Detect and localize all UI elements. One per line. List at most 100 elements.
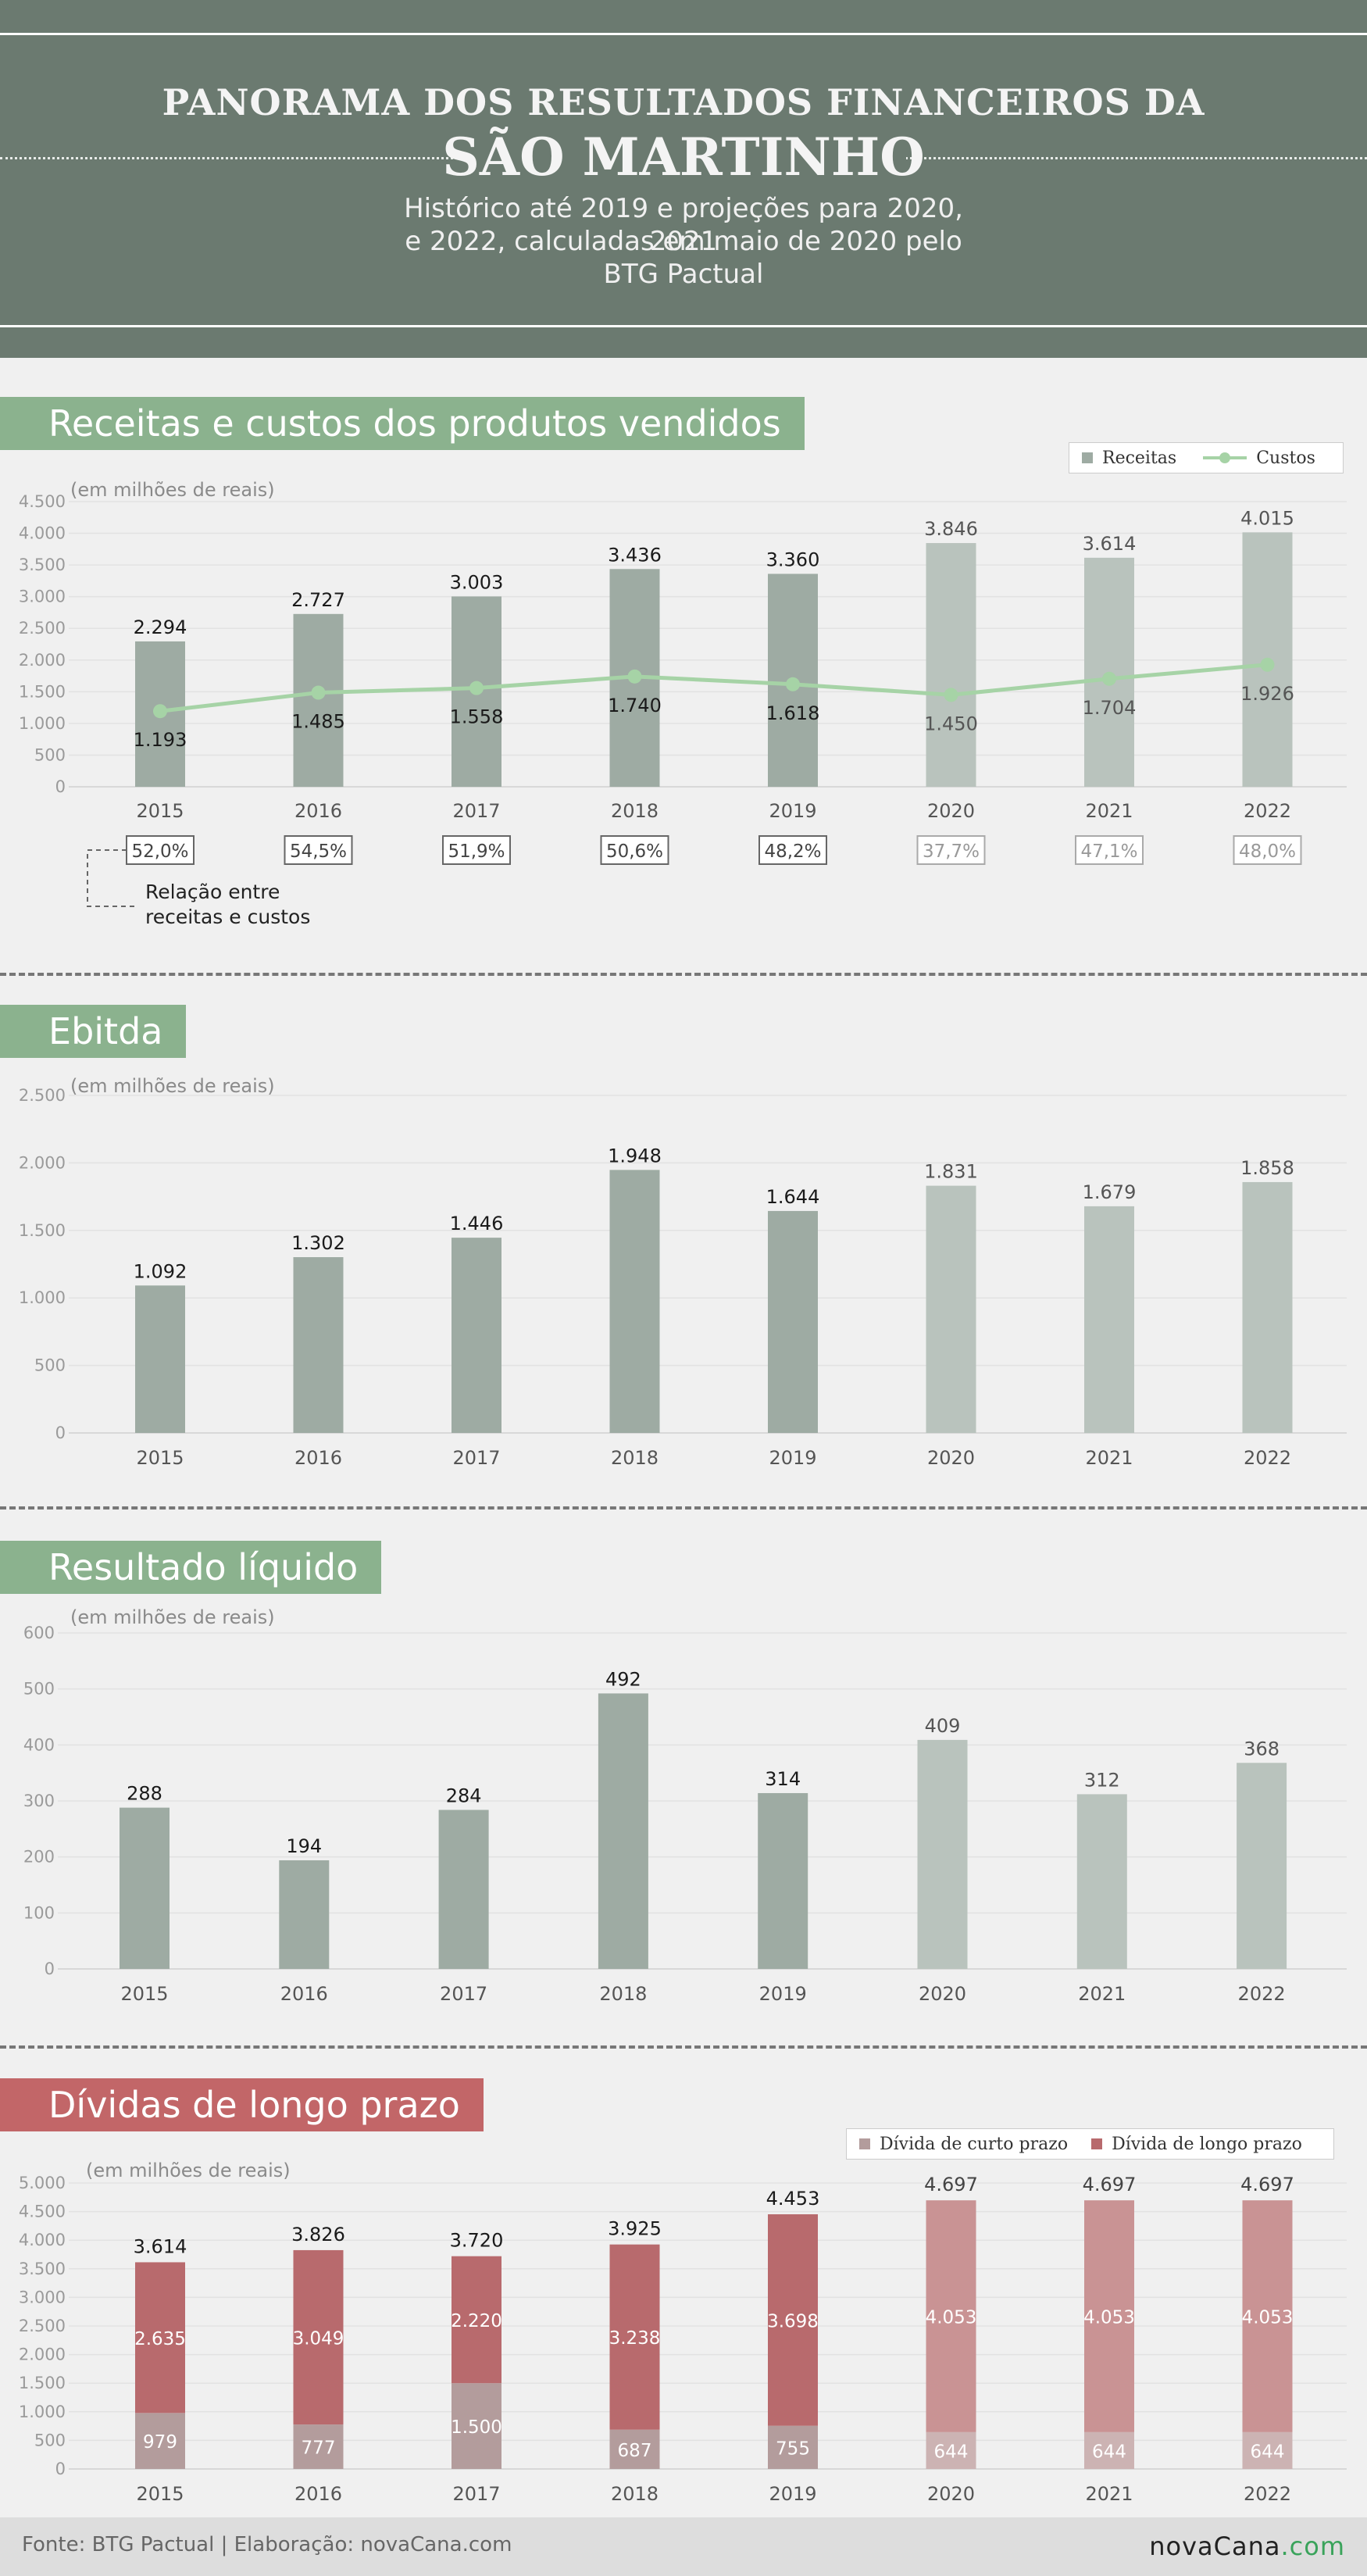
- y-tick-label: 100: [23, 1903, 55, 1922]
- ratio-box: [600, 835, 669, 865]
- x-tick-label: 2022: [1244, 2483, 1291, 2505]
- x-tick-label: 2016: [294, 2483, 342, 2505]
- bar-ebitda-2015: [135, 1285, 185, 1433]
- ratio-label: 50,6%: [606, 841, 663, 862]
- bar-receitas-2016: [293, 613, 344, 787]
- y-tick-label: 3.000: [19, 2288, 66, 2306]
- y-tick-label: 2.500: [19, 1086, 66, 1105]
- x-tick-label: 2016: [294, 800, 342, 822]
- data-label-receitas: 3.436: [608, 544, 662, 566]
- data-label-custos: 1.618: [766, 702, 820, 724]
- bar-divida-longo-2018: [609, 2244, 660, 2430]
- y-tick-label: 4.000: [19, 2231, 66, 2249]
- bar-divida-curto-2021: [1084, 2431, 1134, 2469]
- bar-divida-curto-2015: [135, 2413, 185, 2469]
- data-label-curto: 1.500: [451, 2417, 502, 2438]
- data-label-total: 4.697: [924, 2174, 978, 2195]
- bar-divida-curto-2018: [609, 2429, 660, 2469]
- x-tick-label: 2021: [1078, 1983, 1126, 2005]
- header-title-line2: SÃO MARTINHO: [442, 127, 925, 188]
- bar-receitas-2020: [926, 543, 976, 787]
- chart-ebitda: 0 500 1.000 1.500 2.000 2.500 (em milhões de r…: [19, 1075, 1347, 1469]
- section-title-dividas: Dívidas de longo prazo: [0, 2078, 484, 2131]
- footer-logo: novaCana.com: [1149, 2531, 1345, 2561]
- data-label-ebitda: 1.679: [1083, 1181, 1137, 1203]
- data-label-receitas: 4.015: [1240, 507, 1294, 529]
- legend-swatch-longo: [1091, 2138, 1103, 2149]
- bar-resultado-2017: [438, 1810, 489, 1969]
- x-tick-label: 2015: [136, 2483, 184, 2505]
- data-label-resultado: 312: [1084, 1769, 1120, 1791]
- ratio-box: [284, 835, 353, 865]
- y-tick-label: 3.500: [19, 2260, 66, 2278]
- bar-ebitda-2021: [1084, 1206, 1134, 1433]
- data-label-resultado: 194: [286, 1835, 322, 1857]
- section-divider-3: [0, 2045, 1367, 2049]
- y-tick-label: 2.000: [19, 2346, 66, 2364]
- header-bottom-rule: [0, 325, 1367, 327]
- footer: Fonte: BTG Pactual | Elaboração: novaCan…: [0, 2517, 1367, 2576]
- data-label-longo: 2.220: [451, 2311, 502, 2331]
- bar-divida-longo-2020: [926, 2200, 976, 2432]
- point-custos-2016: [311, 685, 326, 700]
- chart-receitas: 0 500 1.000 1.500 2.000 2.500 3.000 3.500 4.000 4…: [19, 479, 1347, 928]
- y-tick-label: 2.500: [19, 2317, 66, 2335]
- section-title-receitas: Receitas e custos dos produtos vendidos: [0, 397, 805, 450]
- unit-label: (em milhões de reais): [86, 2160, 291, 2181]
- data-label-ebitda: 1.831: [924, 1161, 978, 1183]
- x-tick-label: 2015: [120, 1983, 168, 2005]
- data-label-curto: 644: [934, 2442, 969, 2462]
- bar-divida-curto-2017: [452, 2383, 501, 2469]
- data-label-longo: 2.635: [134, 2329, 186, 2349]
- x-tick-label: 2022: [1238, 1983, 1286, 2005]
- data-label-total: 4.697: [1240, 2174, 1294, 2195]
- data-label-total: 3.826: [291, 2224, 345, 2246]
- data-label-resultado: 409: [925, 1715, 961, 1737]
- data-label-receitas: 3.614: [1083, 533, 1137, 555]
- data-label-resultado: 284: [446, 1785, 482, 1806]
- bar-resultado-2022: [1237, 1763, 1287, 1969]
- bar-ebitda-2017: [452, 1238, 501, 1433]
- ratio-box: [1233, 835, 1302, 865]
- x-tick-label: 2015: [136, 800, 184, 822]
- data-label-total: 4.453: [766, 2188, 820, 2210]
- x-tick-label: 2020: [927, 2483, 975, 2505]
- y-tick-label: 200: [23, 1848, 55, 1867]
- legend-swatch-receitas: [1082, 452, 1093, 463]
- legend-swatch-custos: [1203, 452, 1247, 463]
- y-tick-label: 2.000: [19, 651, 66, 670]
- x-tick-label: 2016: [294, 1447, 342, 1469]
- data-label-custos: 1.926: [1240, 683, 1294, 705]
- y-tick-label: 500: [34, 1356, 66, 1375]
- x-tick-label: 2020: [927, 1447, 975, 1469]
- data-label-custos: 1.740: [608, 695, 662, 716]
- ratio-box: [916, 835, 986, 865]
- legend-item-longo: Dívida de longo prazo: [1091, 2135, 1302, 2154]
- section-divider-2: [0, 1506, 1367, 1510]
- x-tick-label: 2017: [452, 2483, 500, 2505]
- legend-label-custos: Custos: [1256, 448, 1315, 468]
- bar-resultado-2016: [279, 1860, 330, 1969]
- header-title-mask: [461, 125, 906, 191]
- bar-resultado-2020: [917, 1739, 968, 1969]
- bar-resultado-2015: [120, 1807, 170, 1969]
- data-label-longo: 4.053: [1083, 2308, 1135, 2328]
- x-tick-label: 2018: [611, 800, 659, 822]
- data-label-longo: 3.698: [767, 2311, 819, 2331]
- data-label-custos: 1.558: [450, 706, 504, 728]
- ratio-label: 48,2%: [764, 841, 821, 862]
- data-label-custos: 1.193: [134, 729, 187, 751]
- y-tick-label: 500: [34, 2431, 66, 2449]
- y-tick-label: 0: [55, 1424, 66, 1442]
- data-label-curto: 644: [1251, 2442, 1285, 2462]
- unit-label: (em milhões de reais): [70, 1606, 275, 1628]
- bar-ebitda-2016: [293, 1257, 344, 1433]
- x-tick-label: 2018: [611, 1447, 659, 1469]
- data-label-ebitda: 1.092: [134, 1260, 187, 1282]
- ratio-box: [758, 835, 827, 865]
- x-tick-label: 2020: [919, 1983, 966, 2005]
- data-label-custos: 1.485: [291, 711, 345, 733]
- y-tick-label: 1.000: [19, 2403, 66, 2421]
- data-label-custos: 1.450: [924, 713, 978, 734]
- line-custos: [159, 663, 1268, 713]
